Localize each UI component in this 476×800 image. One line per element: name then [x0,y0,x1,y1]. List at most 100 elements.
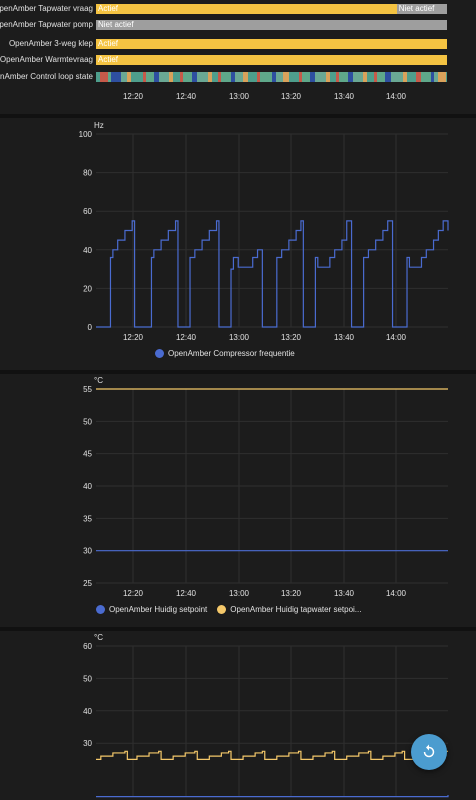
timeline-state-segment[interactable] [131,72,143,82]
y-axis-unit: °C [94,633,103,642]
x-tick-label: 14:00 [386,589,407,598]
timeline-state-segment[interactable] [180,72,183,82]
timeline-state-segment[interactable] [336,72,339,82]
timeline-state-segment[interactable] [276,72,283,82]
x-tick-label: 12:40 [176,333,197,342]
y-tick-label: 45 [83,450,92,459]
timeline-state-segment[interactable] [96,72,100,82]
y-axis-unit: Hz [94,121,104,130]
x-tick-label: 13:20 [281,333,302,342]
timeline-state-segment[interactable] [283,72,289,82]
timeline-state-segment[interactable] [421,72,431,82]
x-tick-label: 13:00 [229,589,250,598]
chart-legend[interactable]: OpenAmber Compressor frequentie [155,349,295,358]
y-tick-label: 20 [83,284,92,293]
timeline-state-segment[interactable] [391,72,403,82]
x-tick-label: 12:20 [123,333,144,342]
series-line-0 [96,750,448,760]
timeline-state-segment[interactable] [385,72,391,82]
timeline-state-segment[interactable] [407,72,416,82]
timeline-state-segment[interactable] [446,72,447,82]
timeline-state-segment[interactable] [348,72,353,82]
temperature-chart[interactable]: 30 40 50 60°C [0,631,476,800]
y-tick-label: 80 [83,169,92,178]
timeline-state-segment[interactable] [111,72,121,82]
timeline-state-segment[interactable] [192,72,197,82]
timeline-segment[interactable]: Actief [96,39,447,49]
timeline-state-segment[interactable] [339,72,348,82]
timeline-bar[interactable]: Actief [96,55,447,65]
y-tick-label: 35 [83,514,92,523]
timeline-state-segment[interactable] [289,72,299,82]
timeline-state-segment[interactable] [434,72,438,82]
timeline-state-segment[interactable] [330,72,336,82]
x-tick-label: 13:00 [229,333,250,342]
timeline-state-segment[interactable] [127,72,131,82]
compressor-chart-card: 0 20 40 60 80 100 Hz 12:20 12:40 13:00 13:20 13:40 1… [0,118,476,370]
y-tick-label: 55 [83,385,92,394]
timeline-state-segment[interactable] [326,72,330,82]
timeline-state-segment[interactable] [235,72,243,82]
chart-legend[interactable]: OpenAmber Huidig setpoint OpenAmber Huid… [96,605,361,614]
timeline-state-segment[interactable] [403,72,407,82]
x-tick-label: 12:20 [123,589,144,598]
refresh-icon [423,744,435,758]
timeline-state-segment[interactable] [212,72,218,82]
timeline-state-segment[interactable] [302,72,310,82]
timeline-state-segment[interactable] [221,72,231,82]
timeline-state-segment[interactable] [197,72,208,82]
timeline-state-segment[interactable] [243,72,248,82]
timeline-state-segment[interactable] [367,72,374,82]
timeline-segment[interactable]: Actief [96,55,447,65]
timeline-state-segment[interactable] [257,72,260,82]
timeline-row-label: OpenAmber 3-weg klep [8,39,93,48]
timeline-state-segment[interactable] [438,72,446,82]
timeline-bar[interactable]: Actief [96,39,447,49]
x-tick-label: 13:40 [334,333,355,342]
timeline-state-segment[interactable] [159,72,169,82]
timeline-state-segment[interactable] [100,72,108,82]
timeline-state-segment[interactable] [431,72,434,82]
timeline-state-segment[interactable] [218,72,221,82]
legend-label: OpenAmber Huidig setpoint [109,605,208,614]
x-tick-label: 14:00 [386,333,407,342]
timeline-state-segment[interactable] [315,72,326,82]
timeline-state-segment[interactable] [374,72,377,82]
timeline-state-segment[interactable] [108,72,111,82]
timeline-state-segment[interactable] [154,72,159,82]
y-tick-label: 30 [83,739,92,748]
timeline-state-segment[interactable] [272,72,276,82]
timeline-state-segment[interactable] [260,72,272,82]
timeline-segment[interactable]: Niet actief [396,4,447,14]
x-tick-label: 13:40 [333,92,355,101]
timeline-state-segment[interactable] [208,72,212,82]
timeline-state-segment[interactable] [121,72,127,82]
timeline-state-segment[interactable] [231,72,235,82]
timeline-bar[interactable]: Niet actief [96,20,447,30]
timeline-state-segment[interactable] [310,72,315,82]
setpoint-chart[interactable]: 25 30 35 40 45 50 55°C 12:20 12:40 13:00 13:20 13:4… [0,374,476,627]
timeline-state-segment[interactable] [248,72,257,82]
x-tick-label: 13:20 [280,92,302,101]
timeline-bar[interactable] [96,72,447,82]
timeline-state-segment[interactable] [183,72,192,82]
timeline-row-label: OpenAmber Tapwater pomp [0,20,93,29]
refresh-button[interactable] [411,734,447,770]
x-tick-label: 12:20 [122,92,144,101]
timeline-state-segment[interactable] [146,72,154,82]
timeline-state-segment[interactable] [377,72,385,82]
legend-dot [96,605,105,614]
timeline-segment[interactable]: Actief [96,4,397,14]
timeline-state-segment[interactable] [173,72,180,82]
timeline-state-segment[interactable] [363,72,367,82]
timeline-state-segment[interactable] [169,72,173,82]
timeline-state-segment[interactable] [143,72,146,82]
timeline-state-segment[interactable] [353,72,363,82]
timeline-state-segment[interactable] [416,72,421,82]
x-tick-label: 13:00 [228,92,250,101]
timeline-bar[interactable]: Actief Niet actief [96,4,447,14]
timeline-segment[interactable]: Niet actief [96,20,447,30]
x-tick-label: 14:00 [385,92,407,101]
timeline-state-segment[interactable] [299,72,302,82]
